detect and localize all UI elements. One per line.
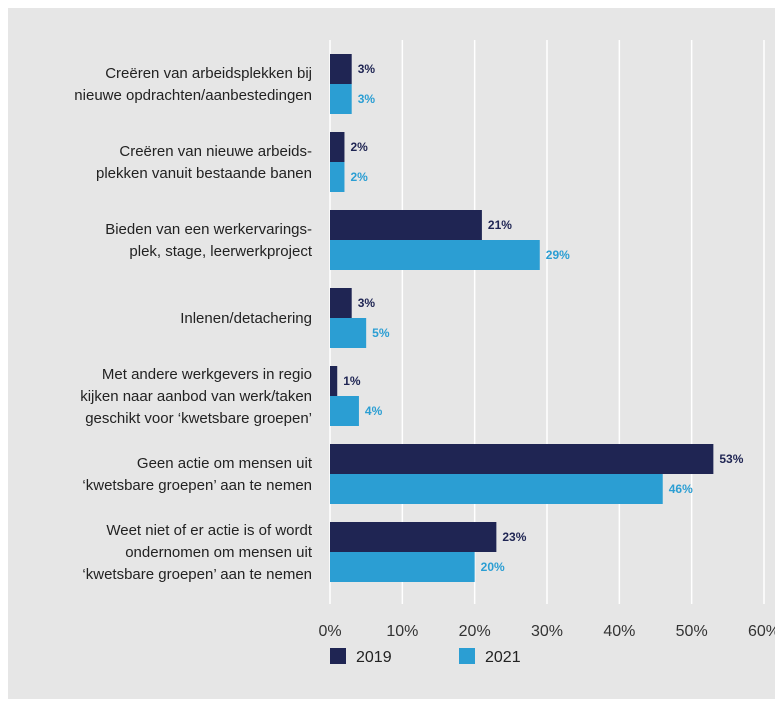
- bars: [330, 54, 714, 582]
- value-label: 2%: [350, 170, 368, 184]
- legend-label: 2019: [356, 649, 392, 666]
- x-tick-label: 10%: [386, 623, 418, 640]
- bar-2019: [330, 288, 352, 318]
- category-label: Inlenen/detachering: [180, 310, 312, 327]
- bar-2021: [330, 396, 359, 426]
- value-label: 46%: [669, 482, 693, 496]
- x-axis-ticks: 0% 10% 20% 30% 40% 50% 60%: [318, 623, 775, 640]
- bar-2019: [330, 366, 338, 396]
- value-label: 2%: [350, 140, 368, 154]
- legend-swatch-2021: [459, 648, 475, 664]
- value-label: 29%: [546, 248, 570, 262]
- value-label: 3%: [358, 296, 376, 310]
- bar-2019: [330, 522, 497, 552]
- value-label: 20%: [481, 560, 505, 574]
- value-label: 3%: [358, 92, 376, 106]
- category-label: Bieden van een werkervarings-plek, stage…: [105, 221, 313, 260]
- bar-2021: [330, 162, 345, 192]
- chart-panel: 3% 3% 2% 2% 21% 29% 3% 5% 1% 4% 53% 46% 23% 20% Creër…: [8, 8, 775, 699]
- category-label: Creëren van nieuwe arbeids-plekken vanui…: [96, 143, 312, 182]
- value-label: 3%: [358, 62, 376, 76]
- x-tick-label: 30%: [531, 623, 563, 640]
- value-label: 1%: [343, 374, 361, 388]
- x-tick-label: 0%: [318, 623, 341, 640]
- legend-label: 2021: [485, 649, 521, 666]
- bar-2021: [330, 552, 475, 582]
- category-label: Creëren van arbeidsplekken bij nieuwe opd…: [74, 65, 312, 104]
- value-label: 21%: [488, 218, 512, 232]
- bar-2019: [330, 210, 482, 240]
- bar-chart: 3% 3% 2% 2% 21% 29% 3% 5% 1% 4% 53% 46% 23% 20% Creër…: [74, 40, 775, 666]
- x-tick-label: 20%: [459, 623, 491, 640]
- bar-2021: [330, 84, 352, 114]
- x-tick-label: 40%: [603, 623, 635, 640]
- category-label: Geen actie om mensen uit ‘kwetsbare groep…: [82, 455, 312, 494]
- value-labels: 3% 3% 2% 2% 21% 29% 3% 5% 1% 4% 53% 46% 23% 20%: [343, 62, 743, 574]
- bar-2019: [330, 132, 345, 162]
- x-tick-label: 60%: [748, 623, 775, 640]
- legend-swatch-2019: [330, 648, 346, 664]
- value-label: 5%: [372, 326, 390, 340]
- gridlines: [329, 40, 765, 604]
- value-label: 4%: [365, 404, 383, 418]
- category-label: Met andere werkgevers in regio kijken naa…: [80, 366, 312, 427]
- value-label: 23%: [502, 530, 526, 544]
- category-label: Weet niet of er actie is of wordt onderno…: [82, 522, 312, 583]
- bar-2021: [330, 474, 663, 504]
- category-labels: Creëren van arbeidsplekken bij nieuwe opd…: [74, 65, 313, 583]
- bar-2021: [330, 318, 367, 348]
- bar-2019: [330, 54, 352, 84]
- bar-2021: [330, 240, 540, 270]
- bar-2019: [330, 444, 714, 474]
- value-label: 53%: [719, 452, 743, 466]
- x-tick-label: 50%: [676, 623, 708, 640]
- legend: 2019 2021: [330, 648, 521, 666]
